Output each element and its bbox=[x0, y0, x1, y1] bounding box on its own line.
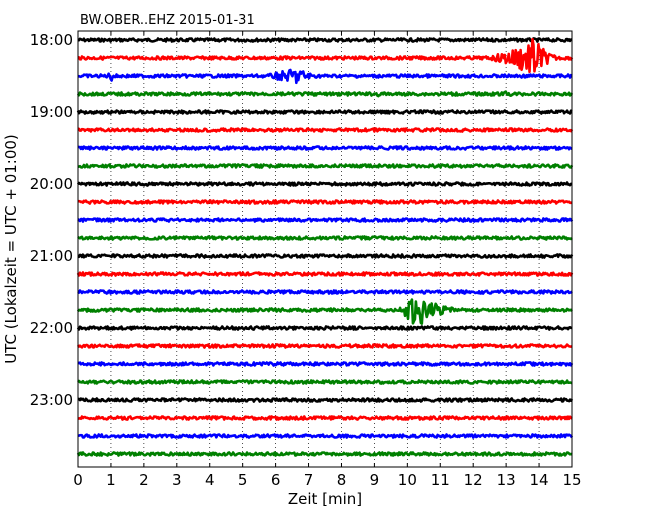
seismogram-trace bbox=[76, 298, 573, 325]
seismogram-trace bbox=[77, 37, 573, 43]
seismogram-trace bbox=[77, 289, 573, 295]
seismogram-trace bbox=[77, 145, 573, 151]
y-tick-label: 22:00 bbox=[30, 319, 73, 337]
x-tick-label: 2 bbox=[139, 471, 149, 489]
seismogram-trace bbox=[76, 343, 573, 349]
x-tick-label: 9 bbox=[370, 471, 380, 489]
x-tick-label: 13 bbox=[497, 471, 516, 489]
seismogram-trace bbox=[77, 361, 574, 367]
seismogram-trace bbox=[77, 397, 574, 403]
seismogram-trace bbox=[77, 217, 574, 223]
y-tick-label: 21:00 bbox=[30, 247, 73, 265]
seismogram-trace bbox=[77, 68, 573, 85]
seismogram-trace bbox=[77, 37, 574, 74]
x-tick-label: 1 bbox=[106, 471, 116, 489]
seismogram-trace bbox=[76, 90, 574, 98]
seismogram-trace bbox=[77, 253, 574, 259]
y-tick-label: 23:00 bbox=[30, 391, 73, 409]
grid-lines bbox=[110, 31, 540, 467]
seismogram-traces bbox=[76, 37, 574, 457]
plot-frame bbox=[77, 30, 573, 468]
x-tick-label: 12 bbox=[464, 471, 483, 489]
chart-title: BW.OBER..EHZ 2015-01-31 bbox=[80, 13, 255, 28]
x-tick-label: 5 bbox=[238, 471, 248, 489]
x-axis-label: Zeit [min] bbox=[288, 490, 362, 508]
seismogram-trace bbox=[77, 199, 573, 205]
y-tick-label: 18:00 bbox=[30, 31, 73, 49]
seismogram-trace bbox=[76, 181, 573, 187]
x-tick-label: 4 bbox=[205, 471, 215, 489]
x-tick-label: 15 bbox=[562, 471, 581, 489]
y-axis: 18:00 19:00 20:00 21:00 22:00 23:00 bbox=[30, 31, 572, 409]
x-tick-label: 11 bbox=[431, 471, 450, 489]
y-tick-label: 19:00 bbox=[30, 103, 73, 121]
x-axis: 0 1 2 3 4 5 6 7 8 9 10 11 12 13 14 15 bbox=[73, 31, 582, 489]
y-axis-label: UTC (Lokalzeit = UTC + 01:00) bbox=[2, 134, 20, 364]
x-tick-label: 14 bbox=[530, 471, 549, 489]
x-tick-label: 8 bbox=[337, 471, 347, 489]
y-tick-label: 20:00 bbox=[30, 175, 73, 193]
seismogram-trace bbox=[76, 451, 573, 457]
x-tick-label: 0 bbox=[73, 471, 83, 489]
seismogram-trace bbox=[77, 433, 574, 439]
x-tick-label: 7 bbox=[304, 471, 314, 489]
x-tick-label: 3 bbox=[172, 471, 182, 489]
x-tick-label: 10 bbox=[398, 471, 417, 489]
seismogram-trace bbox=[76, 109, 573, 115]
seismogram-trace bbox=[76, 271, 574, 277]
seismogram-trace bbox=[76, 325, 573, 331]
x-tick-label: 6 bbox=[271, 471, 281, 489]
seismogram-trace bbox=[77, 163, 574, 169]
seismogram-trace bbox=[77, 415, 573, 421]
seismogram-trace bbox=[77, 379, 573, 385]
seismogram-trace bbox=[77, 127, 574, 133]
seismogram-trace bbox=[77, 235, 573, 241]
